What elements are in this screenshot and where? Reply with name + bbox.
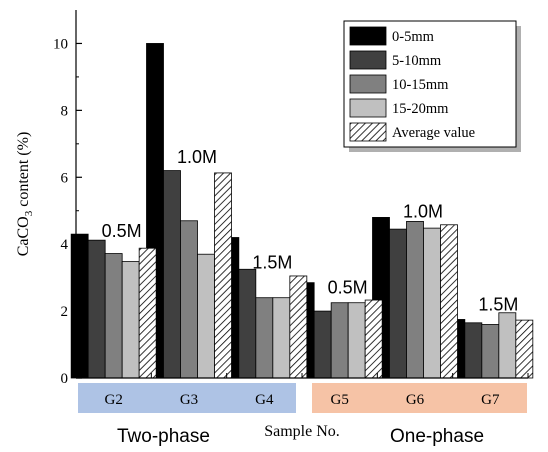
bar-g3-2: [180, 220, 198, 379]
bar-g4-4: [289, 275, 308, 379]
bar-g3-1: [163, 170, 181, 379]
group-label-g6: 1.0M: [403, 201, 443, 221]
two-phase-band: [78, 383, 296, 413]
legend-swatch-0: [349, 26, 387, 46]
x-tick-label-g4: G4: [255, 392, 274, 408]
y-tick-label-10: 10: [53, 36, 68, 52]
bar-g7-4: [515, 319, 534, 379]
phase-label-two-phase: Two-phase: [117, 426, 210, 447]
bars: [70, 43, 534, 379]
legend-label-4: Average value: [392, 125, 475, 141]
bar-g2-3: [121, 261, 140, 379]
group-label-g2: 0.5M: [102, 221, 142, 241]
group-labels: 0.5M 1.0M 1.5M 0.5M 1.0M 1.5M: [102, 147, 519, 314]
x-tick-label-g2: G2: [104, 392, 122, 408]
bar-g7-3: [498, 312, 517, 379]
bar-g3-3: [197, 253, 215, 379]
group-label-g7: 1.5M: [478, 294, 518, 314]
bar-g6-3: [423, 227, 441, 379]
y-axis-title: CaCO3 content (%): [15, 132, 35, 257]
legend-swatch-1: [349, 50, 387, 70]
legend: 0-5mm 5-10mm 10-15mm 15-20mm Average value: [343, 20, 521, 152]
y-axis-title-subscript: 3: [23, 210, 35, 216]
bar-g4-1: [238, 268, 257, 379]
bar-g7-2: [481, 324, 500, 379]
bar-g5-3: [347, 302, 366, 379]
phase-label-one-phase: One-phase: [390, 426, 485, 447]
bar-g5-2: [330, 302, 349, 379]
legend-swatch-4: [349, 122, 387, 142]
bar-g5-4: [364, 299, 383, 379]
legend-swatch-2: [349, 74, 387, 94]
bar-g2-4: [138, 247, 157, 379]
group-label-g4: 1.5M: [252, 253, 292, 273]
bar-g6-1: [389, 228, 407, 379]
y-tick-label-4: 4: [61, 237, 69, 253]
bar-g2-0: [70, 233, 89, 379]
one-phase-band: [312, 383, 527, 413]
legend-label-0: 0-5mm: [392, 29, 435, 45]
bar-g5-1: [313, 310, 332, 379]
legend-label-1: 5-10mm: [392, 53, 442, 69]
x-axis-title: Sample No.: [264, 423, 340, 440]
x-tick-label-g5: G5: [330, 392, 348, 408]
y-axis-title-rest: content (%): [15, 132, 32, 211]
y-tick-label-2: 2: [61, 304, 69, 320]
bar-g6-2: [406, 221, 424, 379]
group-label-g5: 0.5M: [328, 278, 368, 298]
bar-g2-1: [87, 239, 106, 379]
x-tick-label-g7: G7: [481, 392, 500, 408]
y-axis-title-main: CaCO: [15, 216, 32, 256]
bar-g7-1: [464, 322, 483, 379]
x-tick-label-g3: G3: [180, 392, 198, 408]
bar-g6-4: [440, 224, 458, 379]
bar-g2-2: [104, 253, 123, 379]
group-label-g3: 1.0M: [177, 147, 217, 167]
y-tick-label-6: 6: [61, 170, 69, 186]
legend-label-2: 10-15mm: [392, 77, 449, 93]
legend-label-3: 15-20mm: [392, 101, 449, 117]
bar-g3-4: [214, 172, 232, 379]
axes: 0 2 4 6 8 10 CaCO3 content (%) Sample No.: [15, 10, 529, 440]
y-tick-label-0: 0: [61, 371, 69, 387]
sample-bands: G2 G3 G4 G5 G6 G7: [78, 383, 527, 413]
y-tick-label-8: 8: [61, 103, 69, 119]
bar-g4-2: [255, 297, 274, 379]
bar-g4-3: [272, 297, 291, 379]
x-tick-label-g6: G6: [406, 392, 425, 408]
legend-swatch-3: [349, 98, 387, 118]
